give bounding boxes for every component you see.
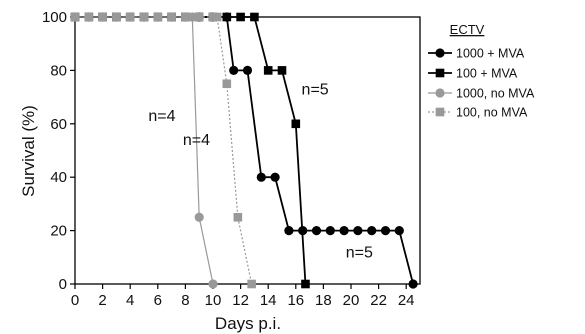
data-point (112, 12, 121, 22)
data-point (194, 12, 204, 22)
data-point (394, 226, 404, 236)
data-point (139, 12, 149, 22)
x-tick-label: 22 (370, 292, 387, 309)
legend: ECTV 1000 + MVA 100 + MVA 1000, no MVA 100, … (428, 22, 535, 120)
data-point (408, 279, 418, 289)
x-tick-label: 18 (315, 292, 332, 309)
data-point (247, 279, 256, 289)
data-point (233, 212, 243, 222)
data-point (153, 12, 163, 22)
data-point (222, 12, 232, 22)
x-tick-label: 12 (232, 292, 249, 309)
legend-label: 1000, no MVA (456, 87, 535, 101)
data-point (284, 226, 294, 236)
y-tick-label: 80 (50, 62, 67, 79)
data-point (194, 212, 204, 222)
x-tick-label: 14 (260, 292, 277, 309)
data-point (250, 12, 259, 22)
series-3 (70, 12, 218, 289)
data-point (208, 279, 218, 289)
series-line (75, 16, 214, 285)
data-point (301, 279, 310, 289)
legend-entry: 100 + MVA (428, 67, 518, 81)
data-point (311, 226, 322, 236)
legend-marker (435, 107, 445, 117)
data-point (270, 172, 280, 182)
y-tick-label: 100 (42, 9, 67, 26)
y-tick-label: 0 (59, 276, 67, 293)
annotation-label: n=4 (148, 108, 175, 125)
data-point (256, 172, 266, 182)
legend-entry: 100, no MVA (428, 106, 528, 120)
data-point (84, 12, 94, 22)
y-tick-label: 20 (50, 223, 67, 240)
data-point (222, 79, 232, 89)
x-tick-label: 16 (287, 292, 304, 309)
legend-label: 100 + MVA (456, 67, 518, 81)
data-point (229, 65, 239, 75)
data-point (367, 226, 377, 236)
legend-marker (435, 48, 445, 58)
data-point (353, 226, 363, 236)
series-4 (70, 12, 256, 289)
data-point (263, 66, 273, 75)
data-point (339, 226, 349, 236)
legend-label: 1000 + MVA (456, 47, 525, 61)
data-point (242, 65, 253, 75)
x-tick-label: 4 (126, 292, 134, 309)
series-line (75, 16, 307, 285)
data-point (277, 66, 287, 75)
data-point (125, 12, 135, 22)
x-axis-title: Days p.i. (215, 314, 281, 333)
data-point (212, 12, 222, 22)
x-tick-label: 6 (154, 292, 162, 309)
x-tick-label: 20 (343, 292, 360, 309)
data-point (380, 226, 391, 236)
data-point (236, 12, 245, 22)
legend-marker (435, 88, 445, 98)
data-point (181, 12, 190, 22)
legend-title: ECTV (450, 22, 485, 37)
series-2 (70, 12, 310, 289)
x-tick-label: 10 (205, 292, 222, 309)
legend-label: 100, no MVA (456, 106, 528, 120)
legend-entry: 1000, no MVA (428, 87, 535, 101)
series-layer (70, 12, 418, 289)
data-point (98, 12, 107, 22)
series-line (75, 16, 253, 285)
legend-entry: 1000 + MVA (428, 47, 525, 61)
annotations: n=4 n=4 n=5 n=5 (148, 81, 373, 261)
data-point (291, 119, 301, 129)
annotation-label: n=4 (183, 132, 210, 149)
y-axis-title: Survival (%) (19, 105, 38, 197)
data-point (325, 226, 335, 236)
y-tick-label: 40 (50, 169, 67, 186)
x-tick-label: 2 (98, 292, 106, 309)
x-tick-label: 8 (181, 292, 189, 309)
x-tick-label: 24 (398, 292, 415, 309)
y-tick-label: 60 (50, 116, 67, 133)
annotation-label: n=5 (302, 81, 329, 98)
data-point (70, 12, 80, 22)
annotation-label: n=5 (346, 244, 373, 261)
x-tick-label: 0 (71, 292, 79, 309)
legend-marker (435, 68, 445, 78)
data-point (167, 12, 176, 22)
